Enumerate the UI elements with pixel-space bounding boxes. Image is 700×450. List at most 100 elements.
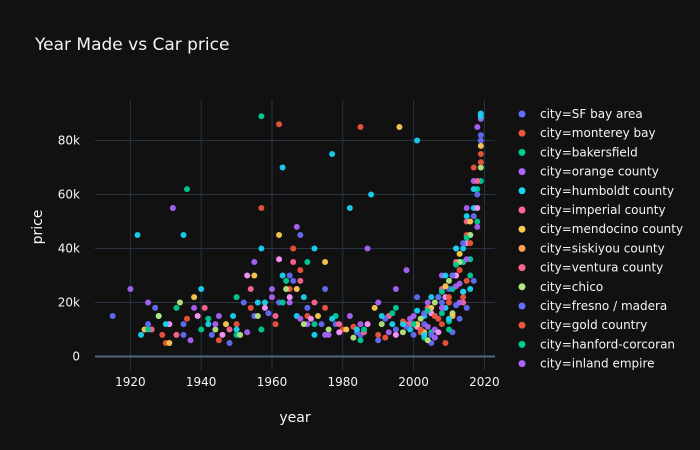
data-point (318, 321, 325, 328)
data-point (155, 313, 162, 319)
legend-item[interactable]: city=inland empire (518, 357, 655, 371)
data-point (438, 321, 445, 328)
data-point (456, 315, 463, 322)
data-point (258, 326, 265, 333)
data-point (304, 259, 311, 265)
data-point (162, 321, 169, 328)
legend-label: city=siskiyou county (540, 241, 665, 255)
data-point (201, 304, 208, 311)
data-point (453, 283, 460, 290)
data-point (389, 310, 396, 317)
legend-item[interactable]: city=humboldt county (518, 184, 675, 198)
data-point (474, 205, 481, 211)
data-point (244, 272, 251, 279)
data-point (456, 267, 463, 274)
legend-marker (518, 110, 526, 118)
data-point (226, 340, 233, 346)
legend-label: city=gold country (540, 318, 647, 332)
data-point (442, 340, 449, 346)
data-point (276, 256, 283, 263)
legend-label: city=bakersfield (540, 145, 638, 159)
data-point (463, 304, 470, 311)
data-point (463, 205, 470, 211)
legend-label: city=monterey bay (540, 126, 656, 140)
data-point (138, 331, 145, 338)
data-point (431, 299, 438, 306)
data-point (300, 321, 307, 328)
legend-item[interactable]: city=bakersfield (518, 145, 638, 159)
data-point (145, 299, 152, 306)
data-point (279, 299, 286, 306)
data-point (385, 329, 392, 336)
data-point (166, 340, 173, 346)
legend-item[interactable]: city=gold country (518, 318, 648, 332)
data-point (470, 164, 477, 171)
data-point (272, 321, 279, 328)
legend-marker (518, 187, 526, 195)
data-point (463, 213, 470, 220)
legend-item[interactable]: city=imperial county (518, 203, 666, 217)
legend-item[interactable]: city=ventura county (518, 261, 664, 275)
data-point (417, 315, 424, 322)
data-point (449, 272, 456, 279)
data-point (226, 326, 233, 333)
data-point (343, 326, 350, 333)
tick-labels: 1920 1940 1960 1980 2000 2020 0 20k 40k 60k 80k (58, 134, 500, 390)
data-point (191, 304, 198, 311)
y-tick-label: 80k (58, 134, 80, 148)
data-point (463, 256, 470, 263)
data-point (247, 304, 254, 311)
data-point (424, 337, 431, 344)
data-point (421, 331, 428, 338)
data-point (382, 334, 389, 341)
data-point (322, 259, 329, 265)
legend-item[interactable]: city=orange county (518, 165, 659, 179)
data-point (300, 294, 307, 301)
data-point (453, 261, 460, 268)
legend-item[interactable]: city=SF bay area (518, 107, 643, 121)
data-point (325, 331, 332, 338)
data-point (187, 337, 194, 344)
data-point (350, 334, 357, 341)
legend-item[interactable]: city=monterey bay (518, 126, 656, 140)
data-point (237, 331, 244, 338)
data-point (353, 326, 360, 333)
data-point (145, 321, 152, 328)
x-tick-label: 1980 (328, 375, 359, 389)
legend-item[interactable]: city=fresno / madera (518, 299, 668, 313)
data-point (315, 313, 322, 319)
data-point (258, 113, 265, 120)
data-point (467, 286, 474, 292)
legend-item[interactable]: city=chico (518, 280, 604, 294)
data-point (329, 151, 336, 157)
x-tick-label: 1920 (115, 375, 146, 389)
data-point (293, 286, 300, 292)
legend-item[interactable]: city=hanford-corcoran (518, 337, 676, 351)
data-point (424, 307, 431, 314)
data-point (414, 137, 421, 144)
legend-marker (518, 283, 526, 291)
data-point (290, 245, 297, 252)
legend-item[interactable]: city=mendocino county (518, 222, 684, 236)
data-point (180, 321, 187, 328)
data-point (240, 299, 247, 306)
legend-item[interactable]: city=siskiyou county (518, 241, 665, 255)
data-point (392, 331, 399, 338)
legend[interactable]: city=SF bay area city=monterey bay city=ba… (518, 107, 684, 371)
chart-title: Year Made vs Car price (34, 35, 229, 55)
data-point (258, 205, 265, 211)
data-point (392, 304, 399, 311)
legend-marker (518, 148, 526, 156)
data-point (297, 315, 304, 322)
data-point (198, 326, 205, 333)
data-point (230, 313, 237, 319)
data-point (477, 142, 484, 149)
data-point (311, 331, 318, 338)
data-point (477, 159, 484, 166)
legend-label: city=fresno / madera (540, 299, 667, 313)
data-point (180, 331, 187, 338)
data-point (290, 277, 297, 284)
legend-marker (518, 360, 526, 368)
legend-marker (518, 264, 526, 272)
